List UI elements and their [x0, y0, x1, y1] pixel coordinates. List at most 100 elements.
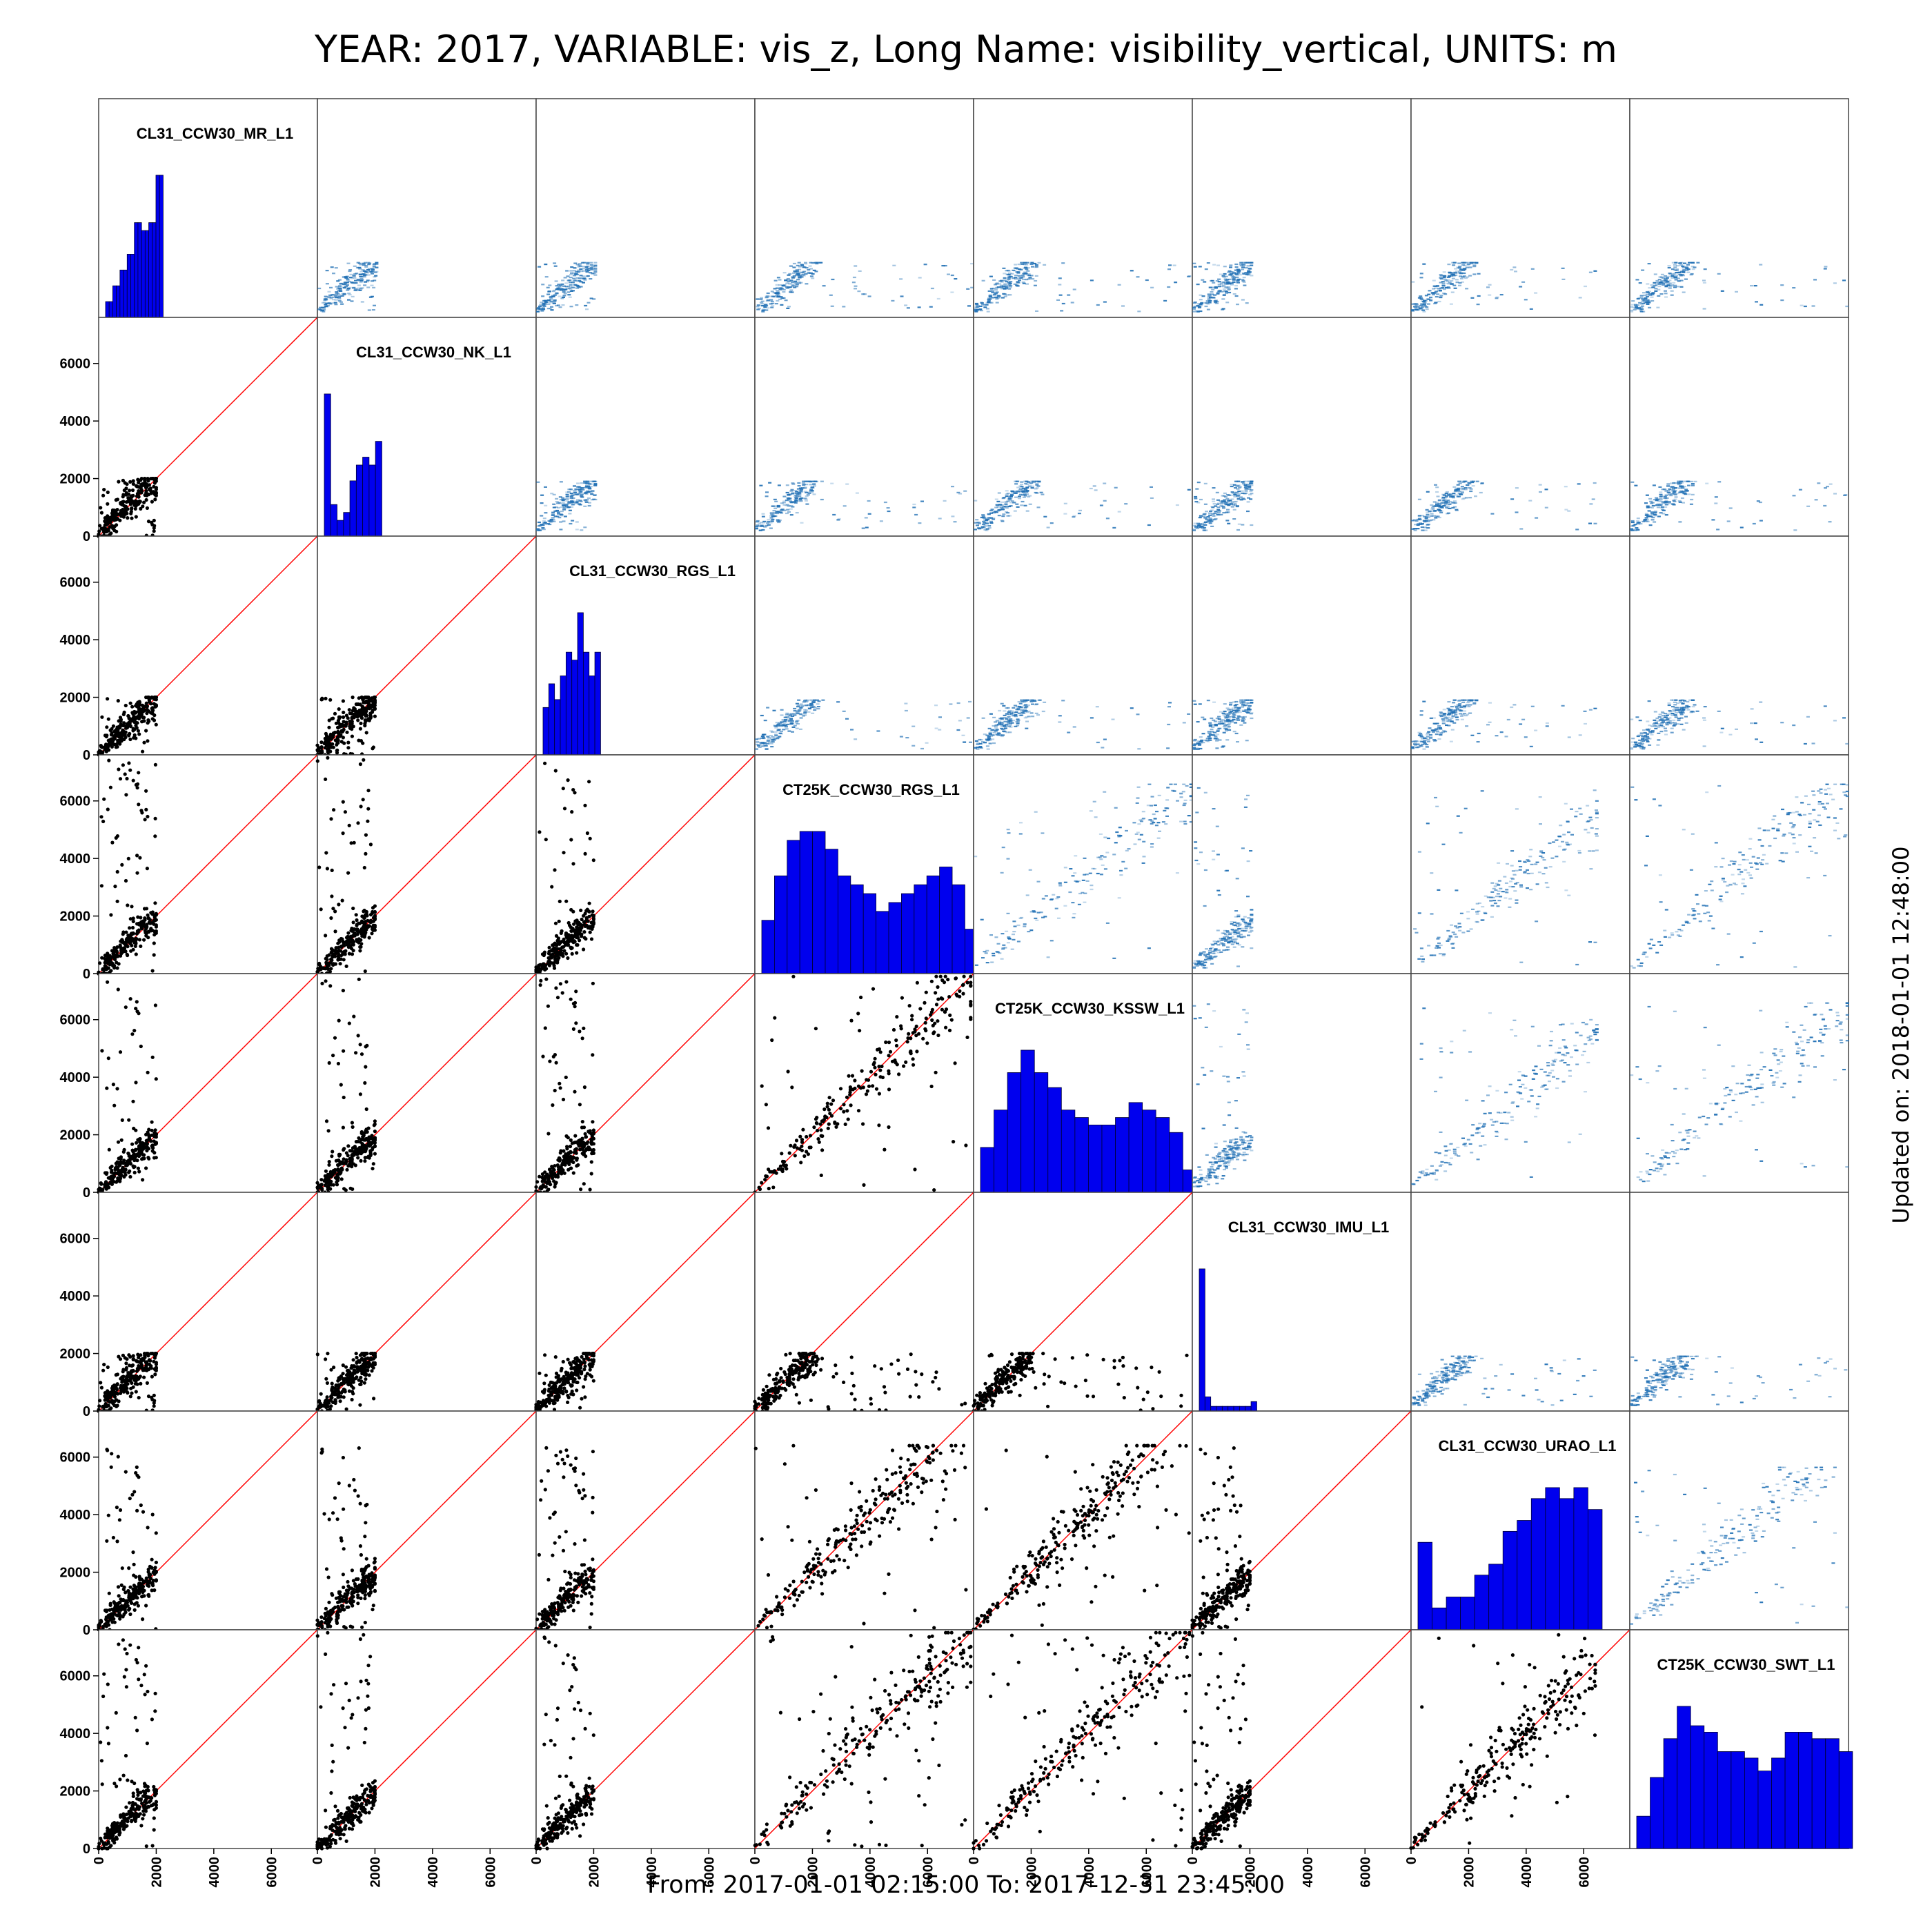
density-cell	[1007, 288, 1012, 290]
density-cell	[1674, 276, 1678, 278]
density-cell	[782, 722, 786, 725]
density-cell	[1673, 284, 1677, 286]
density-cell	[577, 486, 581, 488]
density-cell	[573, 262, 578, 264]
density-cell	[786, 278, 790, 280]
density-cell	[1434, 517, 1438, 519]
density-cell	[1413, 529, 1417, 531]
density-cell	[1439, 282, 1443, 284]
density-cell	[1060, 310, 1064, 312]
density-cell	[536, 310, 540, 313]
density-cell	[1029, 700, 1034, 702]
density-cell	[756, 308, 760, 310]
density-cell	[1195, 310, 1199, 312]
density-cell	[1208, 724, 1212, 726]
density-cell	[544, 264, 548, 266]
scatter-point	[150, 520, 154, 524]
density-cell	[1654, 290, 1658, 292]
density-cell	[771, 300, 774, 302]
density-cell	[1630, 306, 1633, 308]
scatter-point	[114, 498, 118, 502]
density-cell	[782, 502, 786, 504]
density-cell	[1459, 713, 1463, 715]
density-cell	[1217, 278, 1221, 280]
density-cell	[1198, 743, 1202, 745]
density-cell	[1237, 707, 1241, 709]
density-cell	[1647, 263, 1651, 265]
density-cell	[1672, 719, 1676, 721]
density-cell	[1646, 299, 1650, 302]
density-cell	[1447, 287, 1451, 289]
density-cell	[1664, 500, 1668, 502]
density-cell	[1232, 281, 1236, 283]
density-cell	[1003, 714, 1007, 716]
density-cell	[1414, 306, 1418, 308]
density-cell	[1639, 295, 1644, 297]
density-cell	[1192, 740, 1196, 742]
density-cell	[854, 738, 858, 740]
density-cell	[342, 293, 346, 295]
density-cell	[776, 292, 780, 294]
density-cell	[542, 529, 546, 531]
scatter-point	[109, 913, 113, 917]
density-cell	[1717, 273, 1721, 275]
density-cell	[979, 747, 983, 749]
density-cell	[345, 275, 349, 277]
density-cell	[1663, 716, 1667, 718]
density-cell	[985, 528, 989, 530]
density-cell	[1219, 505, 1223, 507]
density-cell	[1449, 493, 1453, 495]
density-cell	[1223, 282, 1228, 284]
density-cell	[956, 729, 960, 731]
density-cell	[807, 711, 811, 713]
density-cell	[331, 302, 335, 304]
density-cell	[1021, 488, 1025, 490]
density-cell	[769, 527, 773, 529]
density-cell	[992, 511, 996, 514]
density-cell	[1588, 271, 1593, 273]
density-cell	[1002, 287, 1006, 289]
density-cell	[1206, 700, 1210, 702]
density-cell	[1220, 502, 1224, 504]
density-cell	[1246, 271, 1250, 273]
scatter-point	[364, 709, 368, 713]
scatter-point	[137, 938, 141, 942]
density-cell	[1680, 274, 1684, 276]
density-cell	[756, 304, 760, 306]
density-cell	[814, 270, 818, 273]
density-cell	[987, 513, 991, 515]
density-cell	[763, 526, 767, 528]
density-cell	[370, 280, 374, 282]
scatter-point	[108, 785, 112, 789]
density-cell	[1432, 505, 1437, 507]
density-cell	[1439, 278, 1443, 280]
density-cell	[1001, 515, 1005, 518]
scatter-point	[352, 706, 356, 710]
density-cell	[1234, 295, 1239, 297]
density-cell	[1641, 305, 1644, 307]
density-cell	[987, 513, 991, 515]
density-cell	[1241, 492, 1245, 494]
scatter-point	[135, 871, 139, 875]
density-cell	[1446, 279, 1450, 281]
density-cell	[558, 289, 562, 291]
density-cell	[1217, 510, 1221, 512]
density-cell	[1022, 273, 1026, 275]
scatter-point	[121, 712, 126, 716]
density-cell	[318, 308, 322, 310]
density-cell	[789, 490, 793, 492]
density-cell	[1441, 720, 1446, 722]
density-cell	[1672, 282, 1676, 284]
density-cell	[352, 275, 355, 277]
density-cell	[1245, 262, 1250, 264]
density-cell	[358, 289, 362, 291]
density-cell	[1028, 483, 1032, 485]
density-cell	[593, 498, 598, 501]
density-cell	[796, 493, 800, 495]
density-cell	[1220, 282, 1224, 284]
density-cell	[801, 715, 805, 717]
density-cell	[761, 529, 765, 531]
density-cell	[997, 492, 1001, 494]
density-cell	[803, 712, 807, 714]
density-cell	[1673, 493, 1677, 495]
